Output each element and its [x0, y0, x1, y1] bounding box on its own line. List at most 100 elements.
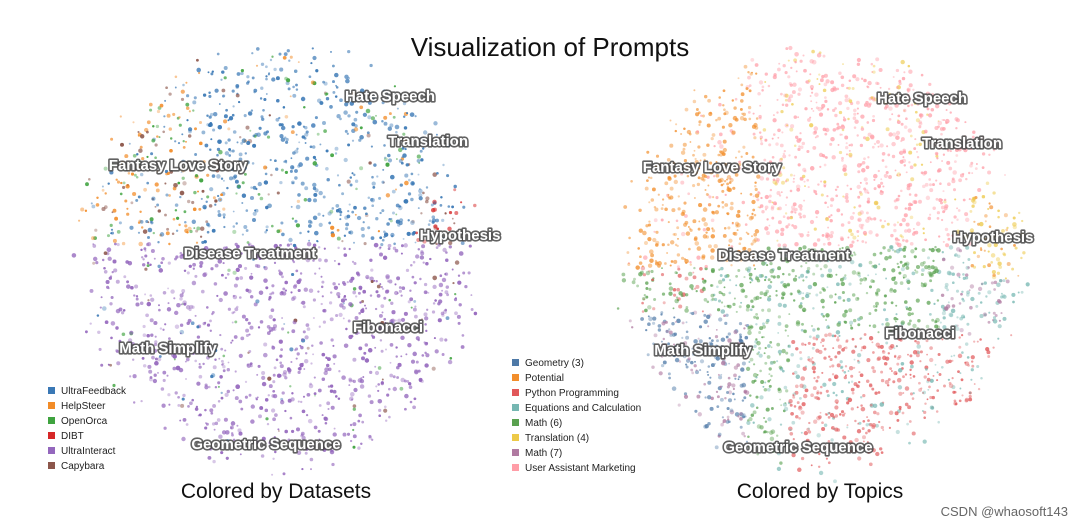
datasets-point-ultrainteract — [263, 266, 268, 271]
topics-point-math-6 — [680, 294, 684, 298]
topics-point-geometry-3 — [673, 316, 676, 319]
datasets-point-dibt — [416, 238, 421, 242]
datasets-point-ultrainteract — [343, 253, 348, 257]
topics-point-python-programming — [676, 287, 680, 292]
datasets-point-ultrafeedback — [145, 220, 149, 223]
topics-point-potential — [639, 255, 642, 259]
topics-point-python-programming — [846, 424, 849, 427]
datasets-point-ultrainteract — [332, 282, 336, 286]
topics-point-python-programming — [929, 346, 933, 350]
datasets-point-ultrainteract — [196, 381, 201, 386]
datasets-point-openorca — [243, 172, 247, 176]
datasets-point-capybara — [134, 168, 137, 171]
datasets-point-ultrafeedback — [221, 70, 225, 74]
topics-point-translation-4 — [991, 269, 996, 275]
datasets-point-ultrafeedback — [146, 181, 150, 185]
datasets-point-ultrafeedback — [145, 220, 149, 223]
topics-point-user-assistant-marketing — [865, 211, 869, 215]
datasets-point-ultrafeedback — [256, 132, 261, 137]
datasets-point-ultrainteract — [357, 291, 361, 295]
datasets-point-openorca — [454, 293, 457, 296]
datasets-point-ultrainteract — [323, 370, 328, 376]
datasets-point-ultrafeedback — [223, 225, 226, 229]
topics-point-user-assistant-marketing — [834, 188, 838, 192]
topics-point-equations-and-calculation — [965, 245, 970, 250]
topics-point-user-assistant-marketing — [775, 177, 780, 182]
topics-point-user-assistant-marketing — [772, 118, 777, 123]
datasets-point-dibt — [431, 208, 436, 213]
topics-point-math-6 — [848, 308, 853, 313]
topics-point-math-6 — [904, 300, 908, 304]
datasets-point-ultrafeedback — [329, 105, 333, 109]
datasets-point-ultrainteract — [152, 378, 158, 384]
topics-point-geometry-3 — [708, 336, 712, 340]
datasets-point-helpsteer — [282, 55, 287, 60]
topics-point-python-programming — [909, 354, 913, 358]
datasets-point-ultrainteract — [297, 288, 301, 293]
datasets-point-capybara — [166, 227, 170, 231]
datasets-point-ultrainteract — [232, 389, 235, 392]
topics-point-potential — [695, 108, 699, 111]
topics-point-potential — [702, 114, 705, 118]
datasets-point-ultrafeedback — [251, 162, 255, 165]
datasets-point-ultrainteract — [394, 283, 397, 286]
datasets-point-ultrainteract — [329, 317, 334, 322]
topics-point-python-programming — [827, 332, 832, 337]
topics-point-python-programming — [923, 410, 927, 415]
topics-point-translation-4 — [981, 194, 986, 199]
topics-point-equations-and-calculation — [987, 290, 992, 295]
datasets-point-ultrainteract — [163, 426, 167, 430]
topics-point-user-assistant-marketing — [856, 184, 861, 190]
topics-point-user-assistant-marketing — [824, 96, 827, 99]
datasets-point-ultrafeedback — [439, 204, 443, 207]
topics-point-user-assistant-marketing — [811, 91, 814, 94]
topics-point-python-programming — [816, 375, 820, 379]
datasets-point-ultrafeedback — [151, 196, 156, 201]
datasets-point-ultrainteract — [409, 400, 413, 404]
datasets-point-openorca — [137, 160, 142, 165]
topics-point-math-6 — [844, 309, 848, 314]
topics-point-equations-and-calculation — [767, 344, 771, 348]
datasets-point-ultrafeedback — [442, 163, 445, 167]
datasets-legend-swatch-helpsteer — [48, 402, 55, 409]
topics-point-math-6 — [930, 265, 935, 270]
datasets-point-ultrainteract — [271, 326, 276, 331]
topics-point-equations-and-calculation — [808, 335, 812, 339]
topics-point-equations-and-calculation — [849, 259, 855, 265]
topics-point-potential — [694, 241, 700, 246]
topics-point-math-6 — [668, 282, 672, 286]
topics-point-geometry-3 — [668, 376, 671, 380]
topics-point-user-assistant-marketing — [913, 147, 917, 151]
topics-point-user-assistant-marketing — [758, 114, 762, 119]
topics-point-potential — [710, 234, 716, 239]
datasets-point-ultrainteract — [226, 368, 230, 372]
datasets-point-ultrafeedback — [332, 80, 335, 84]
topics-point-equations-and-calculation — [781, 369, 785, 373]
topics-point-user-assistant-marketing — [856, 230, 860, 233]
topics-point-potential — [739, 107, 743, 111]
topics-point-geometry-3 — [706, 395, 712, 400]
topics-point-equations-and-calculation — [969, 391, 972, 394]
datasets-point-helpsteer — [138, 241, 143, 247]
datasets-point-capybara — [182, 181, 187, 186]
datasets-point-capybara — [383, 408, 388, 413]
datasets-point-helpsteer — [212, 196, 216, 200]
datasets-point-openorca — [122, 168, 125, 171]
datasets-point-capybara — [130, 201, 134, 205]
datasets-point-ultrafeedback — [246, 141, 251, 145]
datasets-point-ultrafeedback — [262, 109, 265, 112]
topics-point-potential — [748, 89, 752, 93]
datasets-point-ultrainteract — [337, 295, 341, 299]
topics-point-potential — [671, 208, 676, 213]
datasets-point-ultrainteract — [330, 405, 335, 410]
datasets-point-ultrainteract — [109, 302, 113, 306]
datasets-point-ultrafeedback — [211, 228, 216, 233]
topics-point-equations-and-calculation — [757, 351, 761, 354]
topics-point-math-6 — [782, 283, 787, 288]
topics-point-python-programming — [923, 375, 927, 379]
topics-point-math-6 — [820, 298, 825, 304]
topics-point-python-programming — [796, 401, 800, 405]
topics-point-user-assistant-marketing — [832, 128, 837, 132]
topics-point-user-assistant-marketing — [774, 229, 780, 234]
datasets-point-ultrafeedback — [402, 237, 405, 240]
